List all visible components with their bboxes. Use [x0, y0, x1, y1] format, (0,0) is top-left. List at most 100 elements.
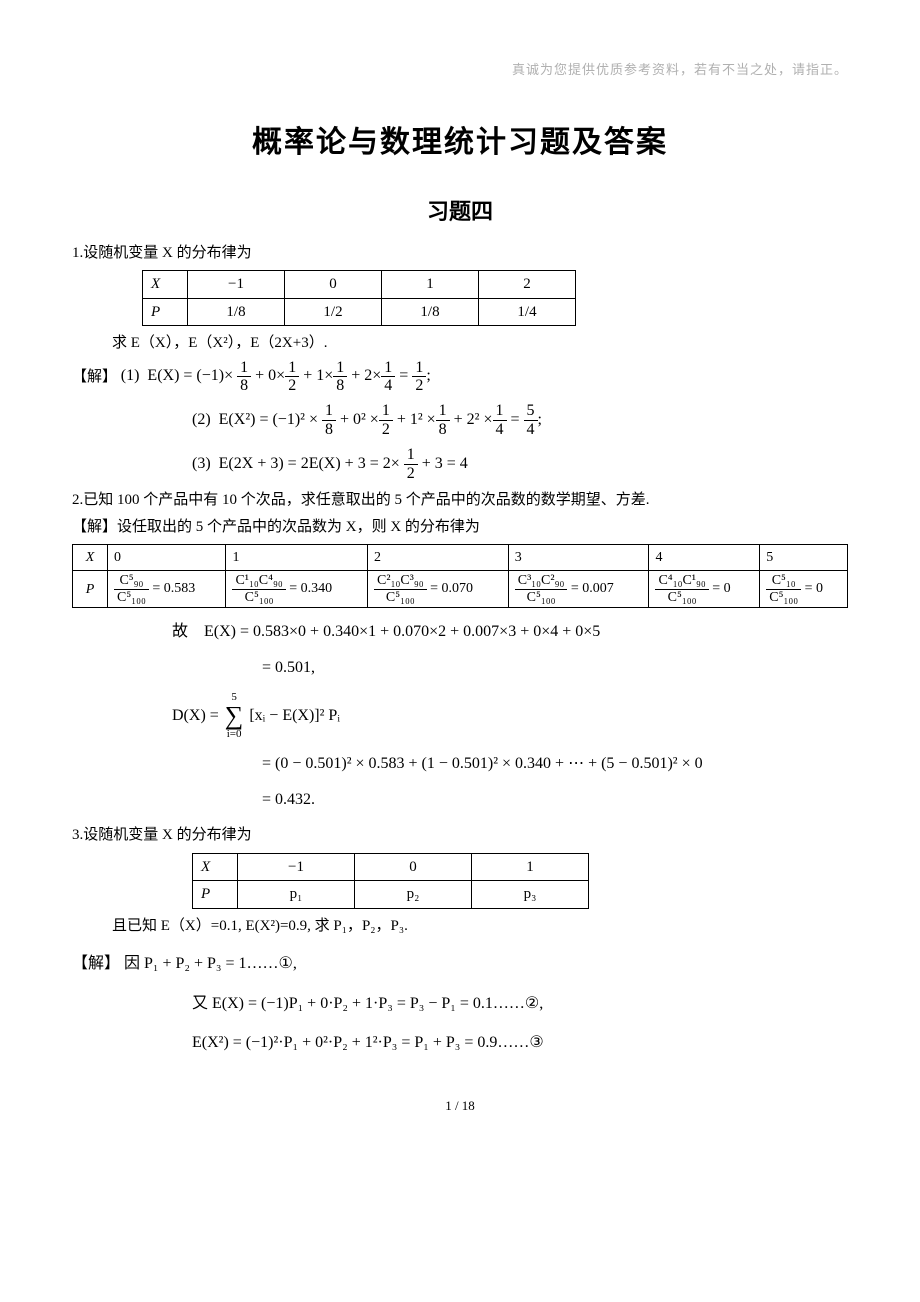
- table-cell: 1/4: [479, 298, 576, 326]
- table-cell: C²₁₀C³₉₀C⁵₁₀₀ = 0.070: [368, 571, 509, 608]
- q1-prompt: 1.设随机变量 X 的分布律为: [72, 242, 848, 265]
- table-cell: C³₁₀C²₉₀C⁵₁₀₀ = 0.007: [508, 571, 649, 608]
- table-cell: C⁴₁₀C¹₉₀C⁵₁₀₀ = 0: [649, 571, 760, 608]
- table-row: X −1 0 1: [193, 853, 589, 881]
- q1-prompt-text: 1.设随机变量 X 的分布律为: [72, 245, 252, 261]
- cell-value: = 0.340: [289, 582, 332, 597]
- header-note: 真诚为您提供优质参考资料，若有不当之处，请指正。: [72, 60, 848, 80]
- table-head-p: P: [73, 571, 108, 608]
- fraction: 18: [436, 402, 450, 438]
- table-head-p: P: [193, 881, 238, 909]
- fraction: C⁵₉₀C⁵₁₀₀: [114, 573, 149, 605]
- table-row: P 1/8 1/2 1/8 1/4: [143, 298, 576, 326]
- fraction: 54: [524, 402, 538, 438]
- table-cell: 4: [649, 545, 760, 571]
- q2-dx-line2: = (0 − 0.501)² × 0.583 + (1 − 0.501)² × …: [262, 752, 848, 776]
- table-cell: 0: [355, 853, 472, 881]
- table-cell: p₃: [472, 881, 589, 909]
- fraction: 14: [493, 402, 507, 438]
- eq-text: (1) E(X) = (−1)×: [121, 367, 233, 384]
- fraction: 12: [404, 446, 418, 482]
- table-cell: 3: [508, 545, 649, 571]
- q2-variance: D(X) = 5 ∑ i=0 [xᵢ − E(X)]² Pᵢ: [172, 692, 848, 740]
- eq-text: D(X) =: [172, 707, 223, 724]
- fraction: C¹₁₀C⁴₉₀C⁵₁₀₀: [232, 573, 285, 605]
- fraction: 12: [285, 359, 299, 395]
- table-cell: −1: [188, 271, 285, 299]
- q1-line2: 求 E（X），E（X²），E（2X+3）.: [112, 332, 848, 355]
- q3-eq2: 又 E(X) = (−1)P₁ + 0·P₂ + 1·P₃ = P₃ − P₁ …: [192, 991, 848, 1017]
- fraction: 18: [322, 402, 336, 438]
- fraction: C³₁₀C²₉₀C⁵₁₀₀: [515, 573, 568, 605]
- page-number: 1 / 18: [72, 1096, 848, 1116]
- table-cell: C⁵₁₀C⁵₁₀₀ = 0: [760, 571, 848, 608]
- cell-value: = 0.070: [430, 582, 473, 597]
- q1-eq1: (1) E(X) = (−1)× 18 + 0×12 + 1×18 + 2×14…: [121, 367, 431, 384]
- table-head-p: P: [143, 298, 188, 326]
- cell-value: = 0.583: [152, 582, 195, 597]
- table-row: X −1 0 1 2: [143, 271, 576, 299]
- q3-table: X −1 0 1 P p₁ p₂ p₃: [192, 853, 589, 909]
- q1-table: X −1 0 1 2 P 1/8 1/2 1/8 1/4: [142, 270, 576, 326]
- fraction: C²₁₀C³₉₀C⁵₁₀₀: [374, 573, 427, 605]
- table-cell: 2: [479, 271, 576, 299]
- q2-dx-line3: = 0.432.: [262, 788, 848, 812]
- table-cell: 1: [226, 545, 368, 571]
- table-cell: 1/8: [382, 298, 479, 326]
- q3-prompt: 3.设随机变量 X 的分布律为: [72, 824, 848, 847]
- eq-text: (2) E(X²) = (−1)² ×: [192, 411, 318, 428]
- q3-line2: 且已知 E（X）=0.1, E(X²)=0.9, 求 P₁，P₂，P₃.: [112, 915, 848, 938]
- q2-prompt: 2.已知 100 个产品中有 10 个次品，求任意取出的 5 个产品中的次品数的…: [72, 489, 848, 512]
- table-row: X 0 1 2 3 4 5: [73, 545, 848, 571]
- table-cell: p₂: [355, 881, 472, 909]
- q3-solution: 【解】 因 P₁ + P₂ + P₃ = 1……①,: [72, 951, 848, 977]
- eq-text: [xᵢ − E(X)]² Pᵢ: [249, 707, 340, 724]
- eq-text: + 3 = 4: [422, 455, 468, 472]
- q2-table: X 0 1 2 3 4 5 P C⁵₉₀C⁵₁₀₀ = 0.583 C¹₁₀C⁴…: [72, 544, 848, 608]
- table-head-x: X: [73, 545, 108, 571]
- table-cell: 5: [760, 545, 848, 571]
- table-head-x: X: [193, 853, 238, 881]
- solution-label: 【解】: [72, 955, 120, 972]
- fraction: 12: [379, 402, 393, 438]
- table-cell: C⁵₉₀C⁵₁₀₀ = 0.583: [108, 571, 226, 608]
- q2-ex-line1: E(X) = 0.583×0 + 0.340×1 + 0.070×2 + 0.0…: [204, 623, 600, 640]
- fraction: 14: [381, 359, 395, 395]
- fraction: C⁴₁₀C¹₉₀C⁵₁₀₀: [655, 573, 708, 605]
- fraction: C⁵₁₀C⁵₁₀₀: [766, 573, 801, 605]
- cell-value: = 0: [805, 582, 823, 597]
- table-cell: 1: [472, 853, 589, 881]
- q2-solution-intro: 【解】设任取出的 5 个产品中的次品数为 X，则 X 的分布律为: [72, 516, 848, 539]
- q1-eq3: (3) E(2X + 3) = 2E(X) + 3 = 2× 12 + 3 = …: [192, 445, 848, 483]
- table-cell: 1: [382, 271, 479, 299]
- q1-eq2: (2) E(X²) = (−1)² × 18 + 0² ×12 + 1² ×18…: [192, 401, 848, 439]
- table-cell: 1/8: [188, 298, 285, 326]
- table-cell: 1/2: [285, 298, 382, 326]
- eq-text: (3) E(2X + 3) = 2E(X) + 3 = 2×: [192, 455, 400, 472]
- table-row: P C⁵₉₀C⁵₁₀₀ = 0.583 C¹₁₀C⁴₉₀C⁵₁₀₀ = 0.34…: [73, 571, 848, 608]
- table-cell: C¹₁₀C⁴₉₀C⁵₁₀₀ = 0.340: [226, 571, 368, 608]
- document-title: 概率论与数理统计习题及答案: [72, 120, 848, 165]
- q1-solution: 【解】 (1) E(X) = (−1)× 18 + 0×12 + 1×18 + …: [72, 359, 848, 395]
- table-cell: p₁: [238, 881, 355, 909]
- table-head-x: X: [143, 271, 188, 299]
- cell-value: = 0: [712, 582, 730, 597]
- sum-operator: 5 ∑ i=0: [225, 692, 244, 740]
- table-row: P p₁ p₂ p₃: [193, 881, 589, 909]
- table-cell: 2: [368, 545, 509, 571]
- table-cell: 0: [108, 545, 226, 571]
- fraction: 18: [333, 359, 347, 395]
- q3-eq3: E(X²) = (−1)²·P₁ + 0²·P₂ + 1²·P₃ = P₁ + …: [192, 1030, 848, 1056]
- page: 真诚为您提供优质参考资料，若有不当之处，请指正。 概率论与数理统计习题及答案 习…: [0, 0, 920, 1156]
- q2-expectation: 故 E(X) = 0.583×0 + 0.340×1 + 0.070×2 + 0…: [172, 620, 848, 644]
- cell-value: = 0.007: [571, 582, 614, 597]
- fraction: 18: [237, 359, 251, 395]
- fraction: 12: [412, 359, 426, 395]
- gu-label: 故: [172, 623, 200, 640]
- table-cell: −1: [238, 853, 355, 881]
- solution-label: 【解】: [72, 368, 117, 384]
- q2-ex-line2: = 0.501,: [262, 656, 848, 680]
- table-cell: 0: [285, 271, 382, 299]
- section-title: 习题四: [72, 195, 848, 228]
- q3-eq1: 因 P₁ + P₂ + P₃ = 1……①,: [124, 955, 297, 972]
